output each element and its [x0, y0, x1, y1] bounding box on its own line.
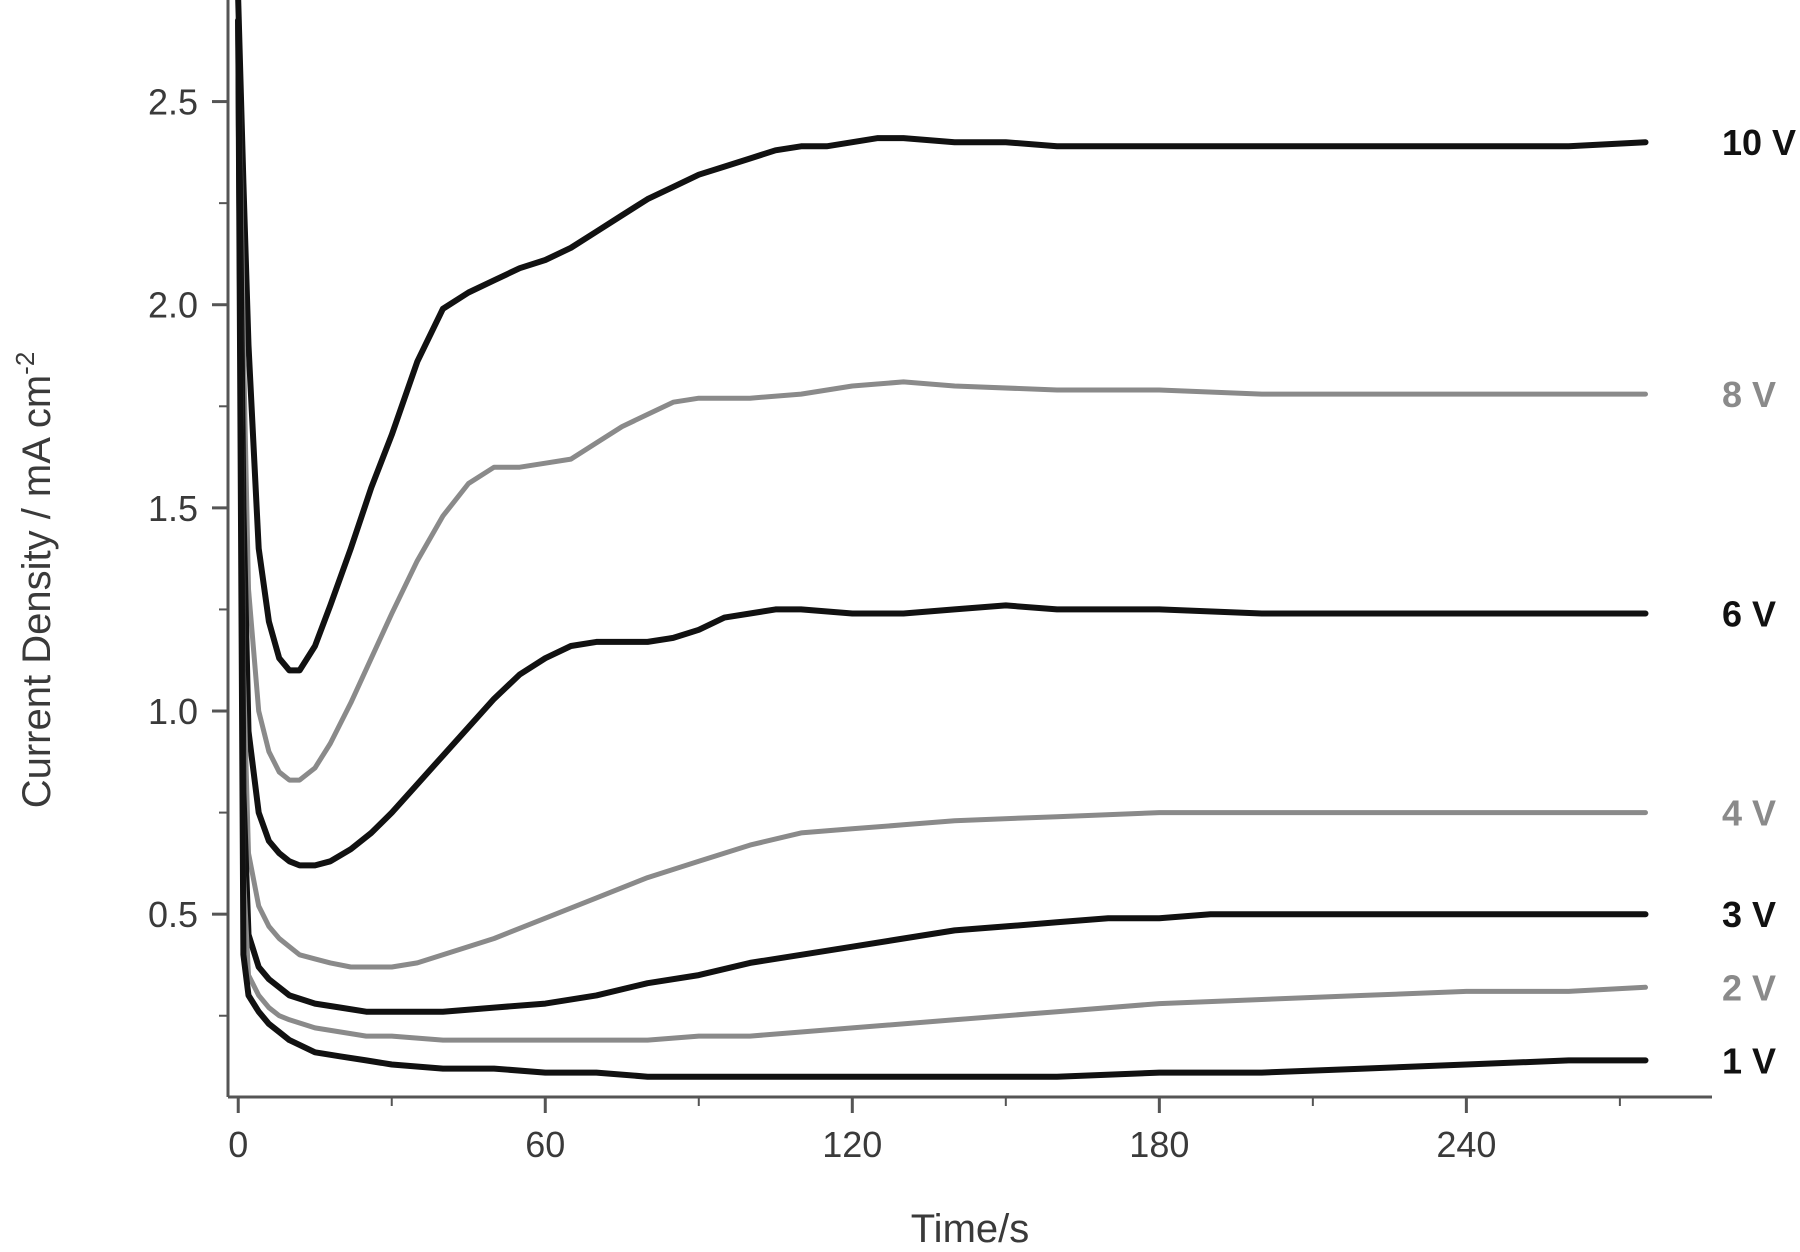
- y-axis-title-text: Current Density / mA cm: [15, 375, 59, 808]
- series-label: 8 V: [1722, 374, 1776, 415]
- series-line: [235, 17, 1649, 1080]
- y-axis-title: Current Density / mA cm-2: [10, 352, 59, 809]
- y-axis-ticks: 0.5 1.0 1.5 2.0 2.5: [148, 82, 228, 1017]
- series-line: [235, 17, 1648, 1043]
- x-tick-label: 180: [1129, 1124, 1189, 1165]
- series-label: 6 V: [1722, 594, 1776, 635]
- series-label: 2 V: [1722, 967, 1776, 1008]
- series-label: 10 V: [1722, 122, 1796, 163]
- series-line: [235, 17, 1649, 869]
- y-axis-title-superscript: -2: [10, 352, 40, 375]
- series-line: [235, 17, 1649, 1015]
- x-tick-label: 120: [822, 1124, 882, 1165]
- x-tick-label: 240: [1436, 1124, 1496, 1165]
- series-label: 4 V: [1722, 793, 1776, 834]
- series-label: 1 V: [1722, 1040, 1776, 1081]
- y-tick-label: 0.5: [148, 894, 198, 935]
- x-axis-title: Time/s: [911, 1207, 1030, 1251]
- y-tick-label: 2.0: [148, 285, 198, 326]
- y-tick-label: 1.5: [148, 488, 198, 529]
- series-label: 3 V: [1722, 894, 1776, 935]
- x-axis-ticks: 0 60 120 180 240: [228, 1097, 1621, 1165]
- y-tick-label: 2.5: [148, 82, 198, 123]
- y-tick-label: 1.0: [148, 691, 198, 732]
- series-line: [235, 17, 1648, 970]
- series-lines: [235, 0, 1649, 1080]
- x-tick-label: 0: [228, 1124, 248, 1165]
- plot-area: 0 60 120 180 240 0.5 1.0 1.5 2.0 2.5 10 V 8 V 6 V 4…: [148, 0, 1796, 1165]
- series-labels: 10 V 8 V 6 V 4 V 3 V 2 V 1 V: [1722, 122, 1796, 1081]
- series-line: [235, 17, 1648, 783]
- x-tick-label: 60: [525, 1124, 565, 1165]
- series-line: [235, 0, 1649, 674]
